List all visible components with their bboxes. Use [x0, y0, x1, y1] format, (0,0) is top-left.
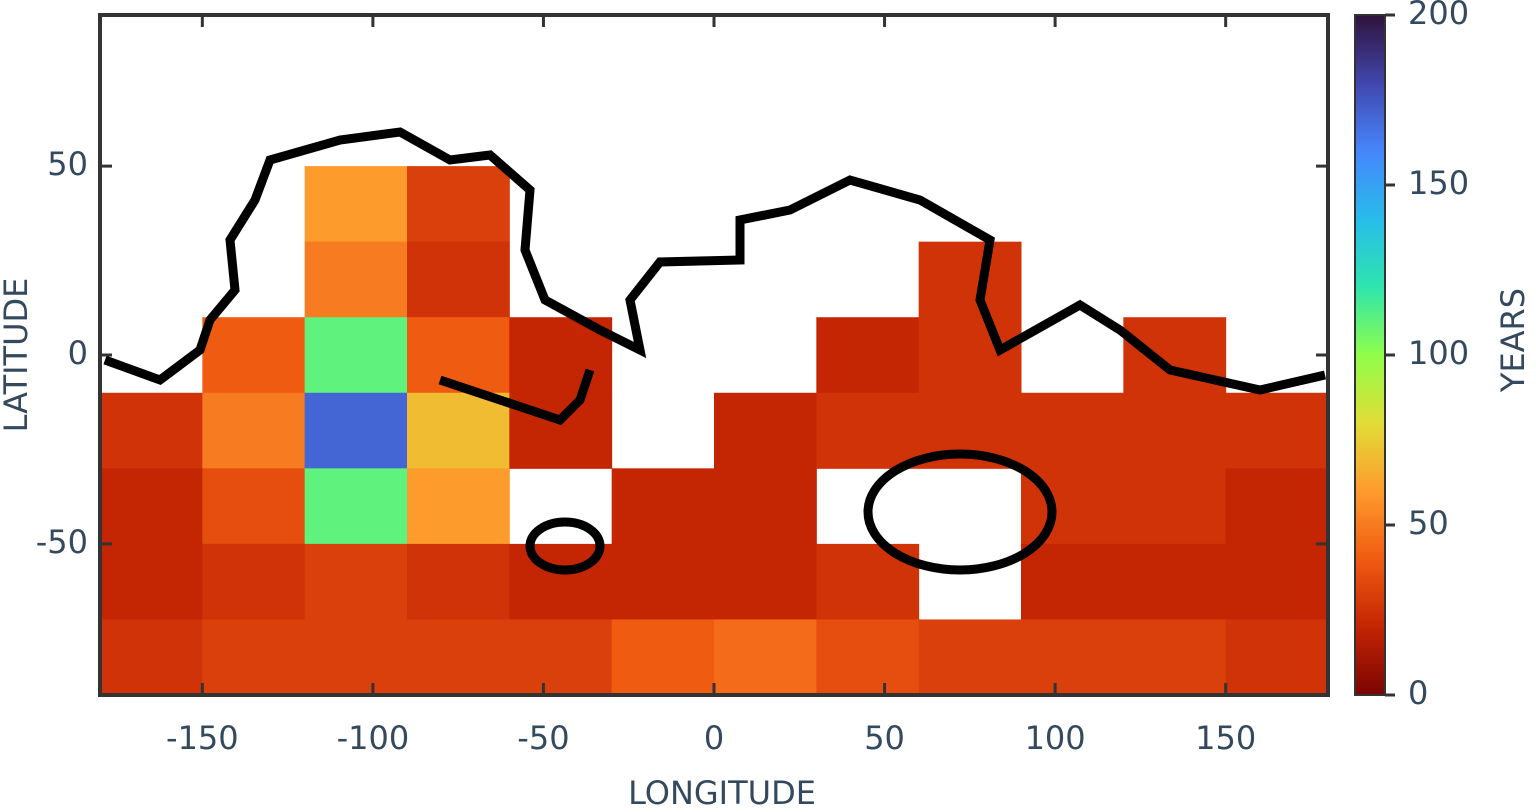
heat-cell — [1225, 392, 1329, 469]
heat-cell — [816, 392, 920, 469]
heat-cell — [611, 619, 715, 696]
heat-cell — [1021, 619, 1124, 696]
heat-cell — [407, 166, 510, 243]
heat-cell — [1123, 543, 1227, 620]
heat-cell — [407, 392, 510, 469]
x-tick-label: -100 — [337, 719, 410, 757]
heat-cell — [202, 317, 306, 394]
heat-cell — [202, 392, 306, 469]
heat-cell — [407, 241, 510, 318]
heat-cell — [1123, 468, 1227, 545]
heat-cell — [714, 468, 817, 545]
heat-cell — [714, 392, 817, 469]
colorbar — [1354, 14, 1386, 696]
heat-cell — [407, 317, 510, 394]
heat-cell — [100, 619, 203, 696]
heat-cell — [304, 392, 408, 469]
heat-cell — [304, 543, 408, 620]
contours — [103, 127, 1327, 575]
y-tick-label: 0 — [68, 334, 88, 372]
heat-cell — [1123, 392, 1227, 469]
colorbar-label: YEARS — [1494, 288, 1532, 393]
heat-cell — [611, 468, 715, 545]
x-tick-label: 0 — [704, 719, 724, 757]
heat-cell — [304, 619, 408, 696]
y-tick-label: 50 — [47, 145, 88, 183]
heat-cell — [202, 468, 306, 545]
heat-cell — [1225, 468, 1329, 545]
heat-cell — [407, 468, 510, 545]
heat-cell — [304, 241, 408, 318]
contour-line — [103, 127, 1327, 395]
x-tick-label: -50 — [517, 719, 569, 757]
colorbar-tick-label: 50 — [1408, 504, 1449, 542]
heat-cell — [202, 619, 306, 696]
heat-cell — [1021, 543, 1124, 620]
contour-line — [438, 368, 595, 426]
heatmap-cells — [100, 166, 1329, 696]
y-axis-label: LATITUDE — [0, 278, 35, 433]
heat-cell — [304, 317, 408, 394]
heat-cell — [1021, 392, 1124, 469]
heat-cell — [509, 619, 613, 696]
colorbar-tick-label: 150 — [1408, 164, 1469, 202]
heat-cell — [1225, 543, 1329, 620]
colorbar-tick-label: 100 — [1408, 334, 1469, 372]
colorbar-tick-label: 0 — [1408, 674, 1428, 712]
heat-cell — [100, 392, 203, 469]
heat-cell — [714, 619, 817, 696]
y-tick-label: -50 — [36, 523, 88, 561]
heat-cell — [1225, 619, 1329, 696]
x-tick-label: 50 — [864, 719, 905, 757]
heat-cell — [918, 619, 1022, 696]
heat-cell — [918, 317, 1022, 394]
heat-cell — [816, 317, 920, 394]
heat-cell — [816, 619, 920, 696]
heat-cell — [304, 468, 408, 545]
colorbar-tick-label: 200 — [1408, 0, 1469, 32]
x-axis-label: LONGITUDE — [628, 774, 816, 812]
heat-cell — [918, 241, 1022, 318]
heat-cell — [100, 468, 203, 545]
x-tick-label: 100 — [1025, 719, 1086, 757]
heat-cell — [407, 543, 510, 620]
x-tick-label: -150 — [166, 719, 239, 757]
heat-cell — [407, 619, 510, 696]
heat-cell — [100, 543, 203, 620]
heat-cell — [304, 166, 408, 243]
contour-line — [863, 449, 1057, 575]
contour-line — [525, 517, 605, 575]
heat-cell — [714, 543, 817, 620]
heat-cell — [611, 543, 715, 620]
x-tick-label: 150 — [1195, 719, 1256, 757]
heat-cell — [202, 543, 306, 620]
heat-cell — [1123, 619, 1227, 696]
